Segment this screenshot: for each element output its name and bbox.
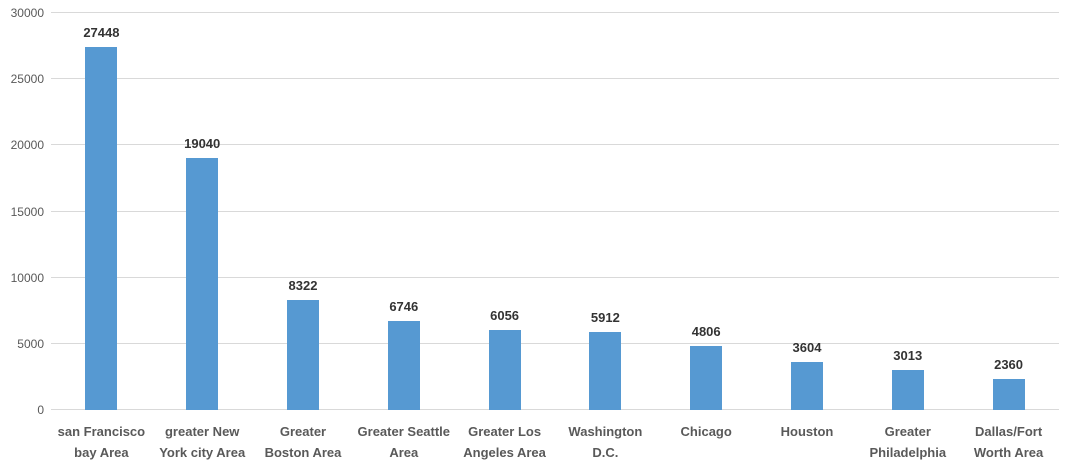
bar-value-label: 4806: [691, 324, 721, 340]
bar-value-label: 5912: [590, 309, 620, 325]
bar-series: 27448 19040 8322 6746 6056 5912 4806 3604 3013 23…: [51, 13, 1059, 410]
bar: [488, 329, 521, 410]
bar-value-label: 3013: [893, 348, 923, 364]
y-axis: 0 5000 10000 15000 20000 25000 30000: [0, 0, 44, 468]
bar-value-label: 6056: [490, 307, 520, 323]
x-tick-label: Greater Seattle Area: [357, 424, 451, 460]
y-tick-label: 30000: [10, 6, 44, 20]
bar-slot: 8322: [253, 13, 354, 410]
gridline: [51, 276, 1059, 278]
bar: [992, 378, 1025, 410]
x-tick-label: Greater Boston Area: [264, 424, 342, 460]
y-tick-label: 0: [37, 403, 44, 417]
bar: [790, 362, 823, 410]
bar-value-label: 6746: [389, 298, 419, 314]
bar-value-label: 27448: [83, 24, 120, 40]
x-tick-label: greater New York city Area: [159, 424, 246, 460]
bar-slot: 3013: [857, 13, 958, 410]
gridline: [51, 210, 1059, 212]
x-tick-label: Dallas/Fort Worth Area: [973, 424, 1044, 460]
y-tick-label: 15000: [10, 204, 44, 219]
x-tick-label: Greater Los Angeles Area: [463, 424, 546, 460]
gridline: [51, 78, 1059, 80]
y-tick-label: 10000: [10, 270, 44, 285]
bar-value-label: 8322: [288, 277, 318, 293]
bar: [690, 346, 723, 410]
bar-slot: 5912: [555, 13, 656, 410]
y-tick-label: 5000: [17, 336, 44, 351]
gridline: [51, 342, 1059, 344]
gridline: [51, 144, 1059, 146]
bar: [891, 370, 924, 410]
x-axis: san Francisco bay Area greater New York c…: [51, 411, 1059, 463]
gridline: [51, 12, 1059, 13]
bar-slot: 19040: [152, 13, 253, 410]
bar-value-label: 3604: [792, 340, 822, 356]
bar: [186, 158, 219, 410]
y-tick-label: 25000: [10, 72, 44, 87]
bar-value-label: 19040: [184, 136, 221, 152]
y-tick-label: 20000: [10, 138, 44, 153]
x-tick-label: Greater Philadelphia: [869, 424, 947, 460]
bar-slot: 2360: [958, 13, 1059, 410]
bar-slot: 6746: [353, 13, 454, 410]
bar: [589, 331, 622, 410]
bar-value-label: 2360: [994, 356, 1024, 372]
plot-area: 27448 19040 8322 6746 6056 5912 4806 3604 3013 23…: [51, 12, 1059, 410]
gridline: [51, 409, 1059, 410]
x-tick-label: Washington D.C.: [568, 424, 643, 460]
x-tick-label: Houston: [780, 424, 834, 439]
bar-slot: 3604: [757, 13, 858, 410]
bar: [85, 46, 118, 410]
bar-slot: 6056: [454, 13, 555, 410]
bar: [387, 320, 420, 410]
bar-slot: 27448: [51, 13, 152, 410]
x-tick-label: Chicago: [680, 424, 732, 439]
bar-slot: 4806: [656, 13, 757, 410]
bar: [286, 299, 319, 410]
x-tick-label: san Francisco bay Area: [57, 424, 146, 460]
